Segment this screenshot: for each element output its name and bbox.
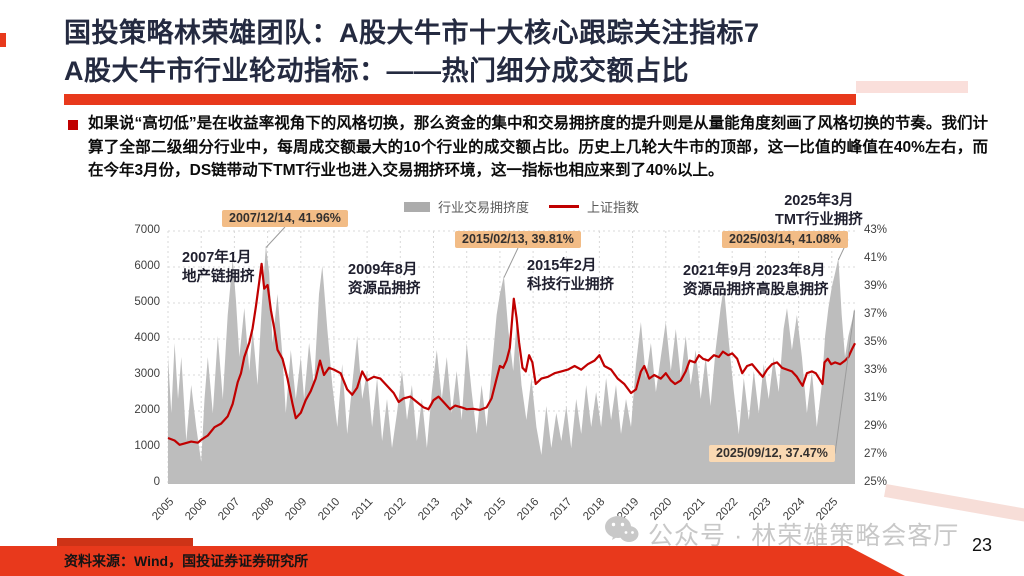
left-axis-tick: 3000 — [134, 368, 160, 380]
legend-label-crowding: 行业交易拥挤度 — [438, 200, 530, 215]
x-axis-tick: 2005 — [150, 495, 177, 523]
x-axis-tick: 2009 — [282, 495, 310, 523]
title-underline-bar — [64, 94, 856, 105]
chart-note: 2007年1月 地产链拥挤 — [182, 250, 255, 285]
body-paragraph: 如果说“高切低”是在收益率视角下的风格切换，那么资金的集中和交易拥挤度的提升则是… — [88, 115, 988, 179]
left-axis-tick: 6000 — [134, 260, 160, 272]
page-title: 国投策略林荣雄团队：A股大牛市十大核心跟踪关注指标7 A股大牛市行业轮动指标：—… — [64, 14, 964, 90]
chart-note: 2023年8月 高股息拥挤 — [756, 263, 829, 298]
x-axis-tick: 2011 — [349, 495, 376, 523]
chart-note: 2009年8月 资源品拥挤 — [348, 262, 421, 297]
right-axis-tick: 41% — [864, 252, 888, 264]
source-note: 资料来源：Wind，国投证券证券研究所 — [64, 553, 309, 569]
watermark-text: 公众号 · 林荣雄策略会客厅 — [648, 522, 960, 550]
x-axis-tick: 2017 — [548, 495, 575, 523]
left-axis-tick: 4000 — [134, 332, 160, 344]
right-axis-tick: 31% — [864, 392, 888, 404]
title-underline-bar-light — [856, 81, 968, 93]
right-axis-tick: 25% — [864, 476, 888, 488]
chart-note: 2021年9月 资源品拥挤 — [683, 263, 756, 298]
left-axis-tick: 2000 — [134, 404, 160, 416]
callout-box: 2025/09/12, 37.47% — [709, 445, 835, 462]
callout-box: 2015/02/13, 39.81% — [455, 231, 581, 248]
right-axis-tick: 37% — [864, 308, 888, 320]
title-line-2: A股大牛市行业轮动指标：——热门细分成交额占比 — [64, 56, 689, 86]
legend-line-swatch — [549, 205, 580, 208]
callout-box: 2025/03/14, 41.08% — [722, 231, 848, 248]
footer-banner-step — [57, 538, 193, 548]
bullet-marker — [68, 120, 78, 130]
legend-area-swatch — [404, 201, 430, 212]
footer-banner — [0, 546, 905, 576]
legend-label-sse: 上证指数 — [587, 200, 640, 215]
page-number: 23 — [972, 535, 993, 555]
x-axis-tick: 2014 — [448, 495, 476, 523]
x-axis-tick: 2018 — [581, 495, 608, 523]
title-line-1: 国投策略林荣雄团队：A股大牛市十大核心跟踪关注指标7 — [64, 18, 760, 48]
right-axis-tick: 39% — [864, 280, 888, 292]
callout-box: 2007/12/14, 41.96% — [222, 210, 348, 227]
x-axis-tick: 2010 — [316, 495, 343, 523]
left-axis-tick: 5000 — [134, 296, 160, 308]
right-axis-tick: 43% — [864, 224, 888, 236]
left-axis-tick: 1000 — [134, 440, 160, 452]
x-axis-tick: 2007 — [216, 495, 243, 523]
x-axis-tick: 2015 — [482, 495, 509, 523]
x-axis-tick: 2008 — [249, 495, 276, 523]
x-axis-tick: 2012 — [382, 495, 409, 523]
x-axis-tick: 2013 — [415, 495, 442, 523]
left-axis-tick: 7000 — [134, 224, 160, 236]
chart-note: 2015年2月 科技行业拥挤 — [527, 258, 614, 293]
right-axis-tick: 35% — [864, 336, 888, 348]
right-axis-tick: 27% — [864, 448, 888, 460]
x-axis-tick: 2016 — [515, 495, 542, 523]
wechat-icon — [604, 514, 640, 551]
x-axis-tick: 2006 — [183, 495, 210, 523]
left-axis-tick: 0 — [153, 476, 160, 488]
left-edge-accent — [0, 33, 6, 47]
right-axis-tick: 29% — [864, 420, 888, 432]
chart-note: 2025年3月 TMT行业拥挤 — [775, 193, 863, 228]
chart-legend: 行业交易拥挤度 上证指数 — [404, 197, 639, 216]
right-axis-tick: 33% — [864, 364, 888, 376]
